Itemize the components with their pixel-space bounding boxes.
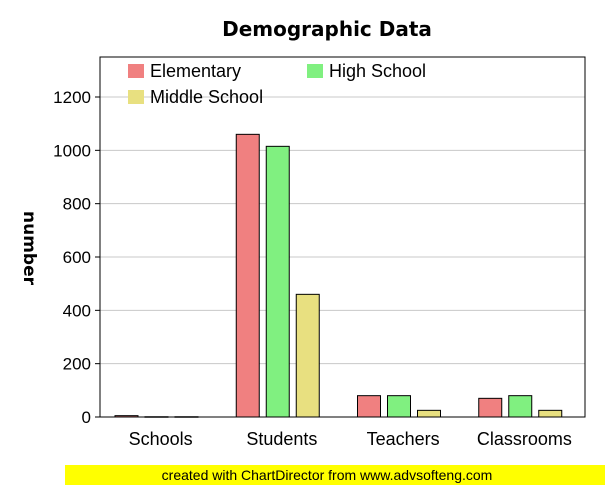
footer-banner: [65, 465, 605, 485]
y-tick-label: 1200: [53, 88, 91, 107]
y-tick-label: 200: [63, 355, 91, 374]
y-tick-label: 800: [63, 195, 91, 214]
legend-label: Middle School: [150, 87, 263, 107]
legend-label: High School: [329, 61, 426, 81]
legend-label: Elementary: [150, 61, 241, 81]
x-category-label: Classrooms: [477, 429, 572, 449]
bar-elementary: [357, 395, 381, 418]
chart-title: Demographic Data: [222, 17, 432, 41]
y-axis-ticks: 0 200 400 600 800 1000 1200: [53, 88, 100, 427]
footer-credit: created with ChartDirector from www.advs…: [162, 467, 493, 483]
bars: [114, 133, 563, 418]
bar-high-school: [508, 395, 533, 418]
bar-high-school: [387, 395, 411, 418]
y-axis-label: number: [19, 211, 39, 286]
y-tick-label: 600: [63, 248, 91, 267]
y-tick-label: 400: [63, 301, 91, 320]
gridlines: [100, 96, 585, 365]
legend-swatch: [307, 64, 323, 78]
bar-middle-school: [417, 409, 441, 418]
bar-elementary: [235, 133, 260, 418]
bar-elementary: [478, 397, 503, 418]
bar-high-school: [265, 145, 290, 418]
x-category-label: Teachers: [367, 429, 440, 449]
plot-area-frame: [99, 56, 586, 418]
x-category-label: Schools: [129, 429, 193, 449]
legend-swatch: [128, 64, 144, 78]
bar-middle-school: [538, 409, 563, 418]
x-category-label: Students: [246, 429, 317, 449]
legend: Elementary High School Middle School: [128, 61, 426, 107]
y-tick-label: 1000: [53, 141, 91, 160]
bar-middle-school: [295, 293, 320, 418]
x-axis-categories: Schools Students Teachers Classrooms: [129, 429, 572, 449]
y-tick-label: 0: [82, 408, 91, 427]
legend-swatch: [128, 90, 144, 104]
